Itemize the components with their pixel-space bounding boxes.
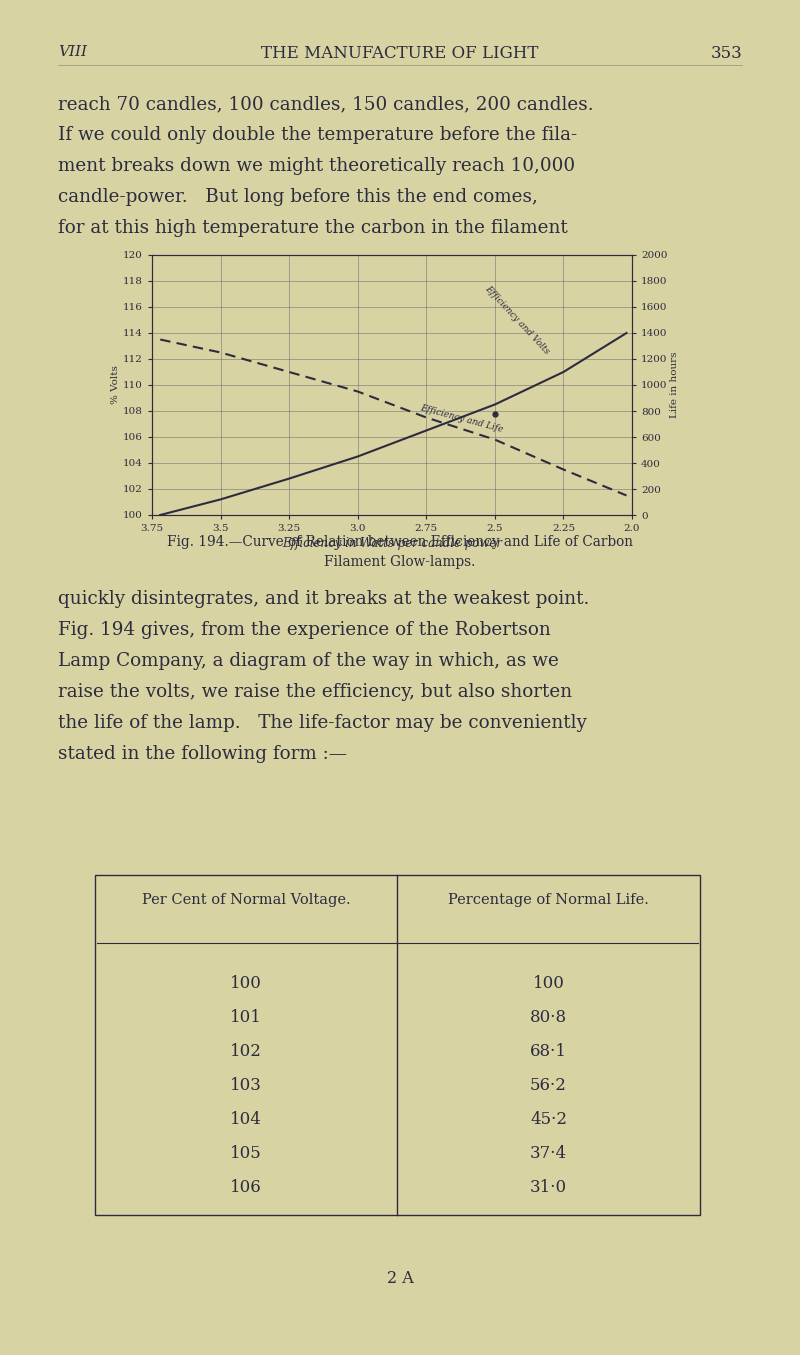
Text: raise the volts, we raise the efficiency, but also shorten: raise the volts, we raise the efficiency… (58, 683, 572, 701)
Text: Percentage of Normal Life.: Percentage of Normal Life. (448, 893, 649, 906)
Text: Efficiency and Volts: Efficiency and Volts (482, 285, 551, 356)
Text: 2 A: 2 A (386, 1270, 414, 1287)
Y-axis label: Life in hours: Life in hours (670, 352, 679, 419)
Text: 106: 106 (230, 1179, 262, 1196)
Bar (95, 875, 700, 1215)
Text: 101: 101 (230, 1009, 262, 1026)
Text: quickly disintegrates, and it breaks at the weakest point.: quickly disintegrates, and it breaks at … (58, 589, 590, 608)
Text: the life of the lamp.   The life-factor may be conveniently: the life of the lamp. The life-factor ma… (58, 714, 587, 732)
Text: Lamp Company, a diagram of the way in which, as we: Lamp Company, a diagram of the way in wh… (58, 652, 559, 669)
Text: 45·2: 45·2 (530, 1111, 567, 1127)
Text: 105: 105 (230, 1145, 262, 1163)
Text: stated in the following form :—: stated in the following form :— (58, 745, 347, 763)
Text: 102: 102 (230, 1043, 262, 1060)
Text: 103: 103 (230, 1077, 262, 1093)
Text: If we could only double the temperature before the fila-: If we could only double the temperature … (58, 126, 577, 144)
X-axis label: Efficiency in Watts per candle power: Efficiency in Watts per candle power (282, 537, 502, 550)
Text: for at this high temperature the carbon in the filament: for at this high temperature the carbon … (58, 220, 568, 237)
Text: Per Cent of Normal Voltage.: Per Cent of Normal Voltage. (142, 893, 350, 906)
Text: Efficiency and Life: Efficiency and Life (419, 404, 505, 435)
Text: Fig. 194.—Curve of Relation between Efficiency and Life of Carbon: Fig. 194.—Curve of Relation between Effi… (167, 535, 633, 549)
Text: 100: 100 (533, 976, 565, 992)
Text: 353: 353 (710, 45, 742, 62)
Text: 56·2: 56·2 (530, 1077, 567, 1093)
Text: 31·0: 31·0 (530, 1179, 567, 1196)
Text: VIII: VIII (58, 45, 87, 60)
Text: Filament Glow-lamps.: Filament Glow-lamps. (324, 556, 476, 569)
Text: Fig. 194 gives, from the experience of the Robertson: Fig. 194 gives, from the experience of t… (58, 621, 550, 640)
Text: 100: 100 (230, 976, 262, 992)
Text: 80·8: 80·8 (530, 1009, 567, 1026)
Text: 37·4: 37·4 (530, 1145, 567, 1163)
Y-axis label: % Volts: % Volts (111, 366, 120, 404)
Text: THE MANUFACTURE OF LIGHT: THE MANUFACTURE OF LIGHT (262, 45, 538, 62)
Text: 68·1: 68·1 (530, 1043, 567, 1060)
Text: ment breaks down we might theoretically reach 10,000: ment breaks down we might theoretically … (58, 157, 575, 175)
Text: 104: 104 (230, 1111, 262, 1127)
Text: reach 70 candles, 100 candles, 150 candles, 200 candles.: reach 70 candles, 100 candles, 150 candl… (58, 95, 594, 112)
Text: candle-power.   But long before this the end comes,: candle-power. But long before this the e… (58, 188, 538, 206)
